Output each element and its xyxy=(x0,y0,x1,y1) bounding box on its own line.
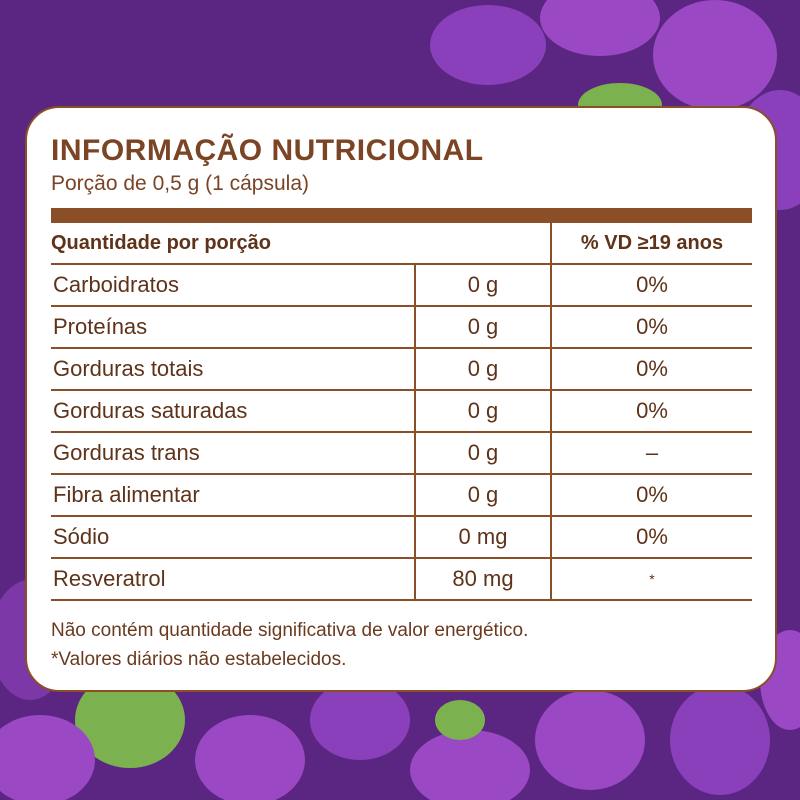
nutrient-name: Gorduras totais xyxy=(51,348,415,391)
energy-note: Não contém quantidade significativa de v… xyxy=(51,620,529,641)
nutrition-label-card: INFORMAÇÃO NUTRICIONAL Porção de 0,5 g (… xyxy=(25,106,777,692)
nutrient-name: Gorduras trans xyxy=(51,432,415,475)
table-row: Proteínas 0 g 0% xyxy=(51,306,752,349)
nutrient-amount: 80 mg xyxy=(414,558,551,601)
nutrient-amount: 0 mg xyxy=(414,516,551,559)
nutrient-name: Sódio xyxy=(51,516,415,559)
nutrient-vd: 0% xyxy=(550,516,752,559)
nutrient-name: Gorduras saturadas xyxy=(51,390,415,433)
label-title: INFORMAÇÃO NUTRICIONAL xyxy=(51,134,484,167)
nutrient-vd: 0% xyxy=(550,474,752,517)
nutrient-amount: 0 g xyxy=(414,432,551,475)
table-row: Gorduras saturadas 0 g 0% xyxy=(51,390,752,433)
header-vd: % VD ≥19 anos xyxy=(550,223,752,265)
footnotes: Não contém quantidade significativa de v… xyxy=(51,616,528,674)
nutrient-name: Resveratrol xyxy=(51,558,415,601)
nutrient-amount: 0 g xyxy=(414,348,551,391)
table-row: Gorduras totais 0 g 0% xyxy=(51,348,752,391)
nutrient-name: Carboidratos xyxy=(51,264,415,307)
table-row: Gorduras trans 0 g – xyxy=(51,432,752,475)
nutrient-amount: 0 g xyxy=(414,390,551,433)
nutrient-amount: 0 g xyxy=(414,306,551,349)
nutrient-amount: 0 g xyxy=(414,474,551,517)
daily-values-note: *Valores diários não estabelecidos. xyxy=(51,649,347,670)
table-row: Carboidratos 0 g 0% xyxy=(51,264,752,307)
serving-size: Porção de 0,5 g (1 cápsula) xyxy=(51,172,309,195)
table-row: Fibra alimentar 0 g 0% xyxy=(51,474,752,517)
nutrient-vd: 0% xyxy=(550,264,752,307)
nutrient-vd: 0% xyxy=(550,306,752,349)
thick-divider xyxy=(51,208,752,223)
table-header-row: Quantidade por porção % VD ≥19 anos xyxy=(51,223,752,265)
header-quantity: Quantidade por porção xyxy=(51,223,551,265)
nutrient-vd: – xyxy=(550,432,752,475)
nutrient-name: Proteínas xyxy=(51,306,415,349)
nutrient-vd: 0% xyxy=(550,390,752,433)
nutrient-vd: 0% xyxy=(550,348,752,391)
table-row: Sódio 0 mg 0% xyxy=(51,516,752,559)
nutrition-table: Quantidade por porção % VD ≥19 anos Carb… xyxy=(51,223,752,601)
nutrient-vd: * xyxy=(550,558,752,601)
table-row: Resveratrol 80 mg * xyxy=(51,558,752,601)
nutrient-amount: 0 g xyxy=(414,264,551,307)
nutrient-name: Fibra alimentar xyxy=(51,474,415,517)
